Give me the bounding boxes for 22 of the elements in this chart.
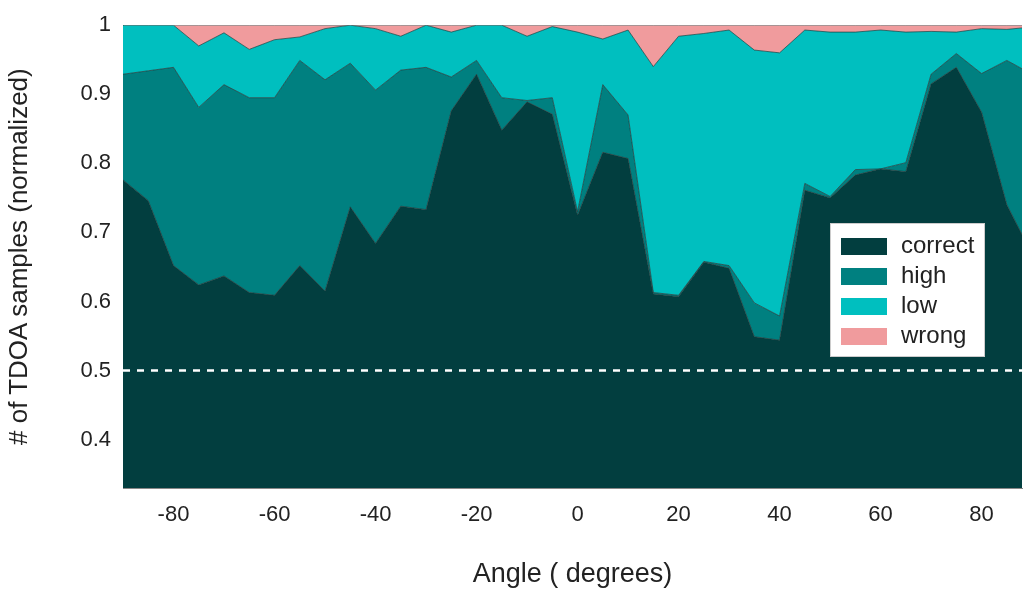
y-tick-label: 0.9 <box>80 80 111 106</box>
y-tick-label: 1 <box>98 11 111 37</box>
y-axis-title: # of TDOA samples (normalized) <box>2 68 33 445</box>
x-tick-label: 0 <box>571 501 584 527</box>
x-tick-label: 80 <box>969 501 994 527</box>
legend-label: high <box>901 261 947 288</box>
x-tick-label: 60 <box>868 501 893 527</box>
x-tick-label: -80 <box>157 501 190 527</box>
y-tick-label: 0.7 <box>80 218 111 244</box>
y-tick-label: 0.5 <box>80 356 111 382</box>
x-axis-title: Angle ( degrees) <box>472 558 673 589</box>
x-tick-label: 40 <box>767 501 792 527</box>
y-tick-label: 0.4 <box>80 425 111 451</box>
x-tick-label: -60 <box>258 501 291 527</box>
y-tick-label: 0.8 <box>80 149 111 175</box>
legend-label: correct <box>901 231 975 258</box>
x-tick-label: -40 <box>359 501 392 527</box>
x-tick-label: 20 <box>666 501 691 527</box>
y-tick-label: 0.6 <box>80 287 111 313</box>
legend-label: wrong <box>901 321 967 348</box>
legend-label: low <box>901 291 938 318</box>
x-tick-label: -20 <box>460 501 493 527</box>
